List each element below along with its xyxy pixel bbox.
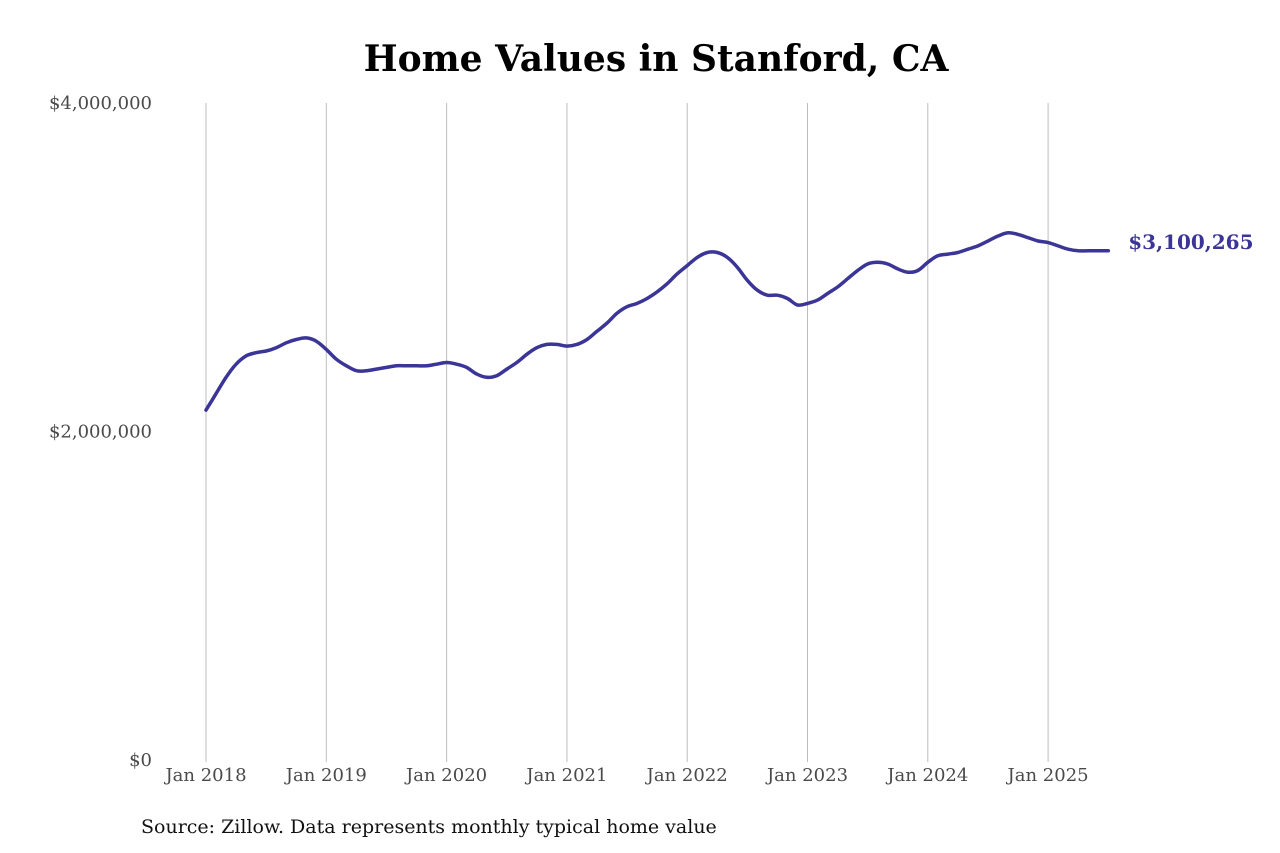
- y-tick-label: $4,000,000: [49, 93, 152, 114]
- x-tick-label: Jan 2019: [284, 765, 367, 786]
- y-axis-tick-labels: $0 $2,000,000 $4,000,000: [49, 93, 152, 771]
- latest-value-label: $3,100,265: [1128, 230, 1253, 254]
- source-note: Source: Zillow. Data represents monthly …: [141, 816, 717, 838]
- x-axis-tick-labels: Jan 2018 Jan 2019 Jan 2020 Jan 2021 Jan 2022…: [163, 765, 1088, 786]
- home-value-line: [204, 231, 1111, 412]
- x-tick-label: Jan 2023: [765, 765, 848, 786]
- x-tick-label: Jan 2025: [1006, 765, 1089, 786]
- x-tick-label: Jan 2021: [524, 765, 607, 786]
- x-tick-label: Jan 2022: [645, 765, 728, 786]
- x-tick-label: Jan 2018: [163, 765, 246, 786]
- y-tick-label: $0: [129, 750, 152, 771]
- x-gridlines: [205, 103, 1049, 762]
- x-tick-label: Jan 2024: [885, 765, 968, 786]
- y-tick-label: $2,000,000: [49, 422, 152, 443]
- chart-title: Home Values in Stanford, CA: [363, 38, 949, 80]
- x-tick-label: Jan 2020: [404, 765, 487, 786]
